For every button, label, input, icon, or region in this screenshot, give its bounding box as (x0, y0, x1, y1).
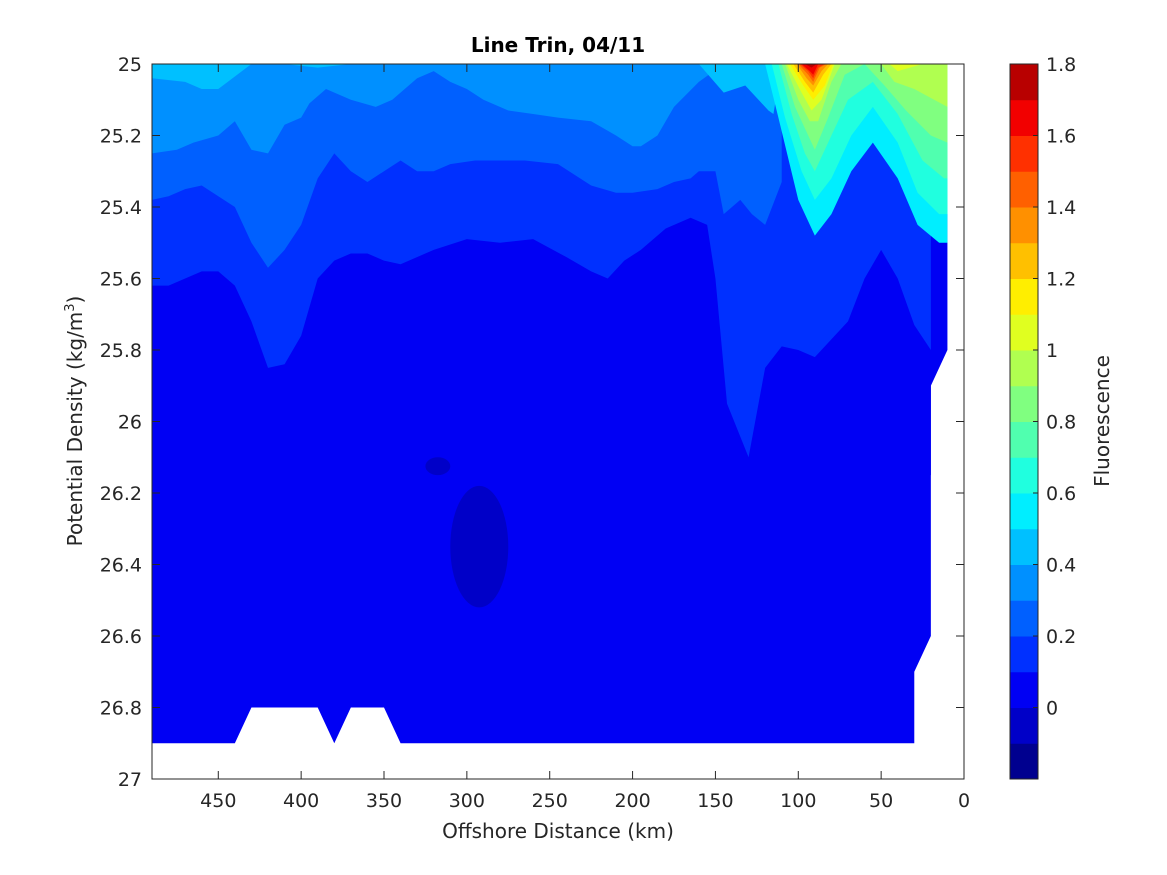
colorbar-tick-label: 1.2 (1046, 269, 1076, 291)
x-tick-label: 50 (869, 790, 893, 812)
x-tick-label: 150 (697, 790, 733, 812)
x-tick-label: 100 (780, 790, 816, 812)
x-tick-label: 400 (283, 790, 319, 812)
contour-fill-level (152, 64, 724, 154)
x-axis: 450 400 350 300 250 200 150 100 50 0 (200, 64, 970, 812)
colorbar-swatch (1010, 385, 1038, 422)
x-tick-label: 300 (449, 790, 485, 812)
contour-fill-plume (804, 64, 817, 68)
colorbar-swatch (1010, 636, 1038, 673)
y-tick-label: 27 (118, 769, 142, 791)
y-axis-label-end: ) (63, 296, 87, 304)
colorbar-tick-label: 1.6 (1046, 126, 1076, 148)
colorbar-swatch (1010, 493, 1038, 530)
colorbar-swatch (1010, 528, 1038, 565)
colorbar-swatch (1010, 421, 1038, 458)
chart-title: Line Trin, 04/11 (471, 33, 645, 57)
y-tick-label: 25.2 (100, 126, 142, 148)
y-axis-label: Potential Density (kg/m3) (63, 296, 87, 547)
colorbar-swatch (1010, 314, 1038, 351)
colorbar-swatch (1010, 99, 1038, 136)
colorbar-swatch (1010, 600, 1038, 637)
colorbar-swatch (1010, 278, 1038, 315)
colorbar-swatch (1010, 671, 1038, 708)
y-axis: 25 25.2 25.4 25.6 25.8 26 26.2 26.4 26.6 26.8 27 (100, 54, 964, 791)
contour-low-patch (425, 457, 451, 476)
colorbar-swatch (1010, 242, 1038, 279)
colorbar-swatch (1010, 564, 1038, 601)
y-tick-label: 26.2 (100, 483, 142, 505)
colorbar-swatch (1010, 207, 1038, 244)
x-tick-label: 350 (366, 790, 402, 812)
colorbar-swatch (1010, 135, 1038, 172)
y-tick-label: 26.6 (100, 626, 142, 648)
contour-low-patch (450, 485, 509, 608)
colorbar-swatch (1010, 64, 1038, 101)
colorbar-tick-label: 1.8 (1046, 54, 1076, 76)
x-tick-label: 0 (958, 790, 970, 812)
colorbar-tick-label: 0.4 (1046, 555, 1076, 577)
colorbar-label: Fluorescence (1090, 355, 1114, 487)
y-tick-label: 26.8 (100, 698, 142, 720)
y-axis-label-superscript: 3 (63, 303, 78, 311)
colorbar-tick-label: 0.6 (1046, 483, 1076, 505)
colorbar-swatch (1010, 707, 1038, 744)
y-tick-label: 25.8 (100, 340, 142, 362)
colorbar-tick-label: 0.8 (1046, 412, 1076, 434)
y-axis-label-main: Potential Density (kg/m (63, 312, 87, 547)
y-tick-label: 25.4 (100, 197, 142, 219)
contour-layer (152, 64, 948, 744)
colorbar-tick-label: 0 (1046, 698, 1058, 720)
colorbar-swatch (1010, 350, 1038, 387)
colorbar-tick-label: 1.4 (1046, 197, 1076, 219)
y-tick-label: 25 (118, 54, 142, 76)
contour-fill-level (152, 64, 782, 115)
colorbar: 0 0.2 0.4 0.6 0.8 1 1.2 1.4 1.6 1.8 (1009, 54, 1076, 780)
contour-fill-plume (801, 64, 819, 75)
colorbar-swatch (1010, 743, 1038, 780)
colorbar-swatch (1010, 171, 1038, 208)
x-tick-label: 450 (200, 790, 236, 812)
colorbar-tick-label: 0.2 (1046, 626, 1076, 648)
x-axis-label: Offshore Distance (km) (442, 819, 674, 843)
colorbar-tick-label: 1 (1046, 340, 1058, 362)
y-tick-label: 26 (118, 412, 142, 434)
y-tick-label: 25.6 (100, 269, 142, 291)
x-tick-label: 250 (532, 790, 568, 812)
colorbar-swatch (1010, 457, 1038, 494)
x-tick-label: 200 (614, 790, 650, 812)
y-tick-label: 26.4 (100, 555, 142, 577)
